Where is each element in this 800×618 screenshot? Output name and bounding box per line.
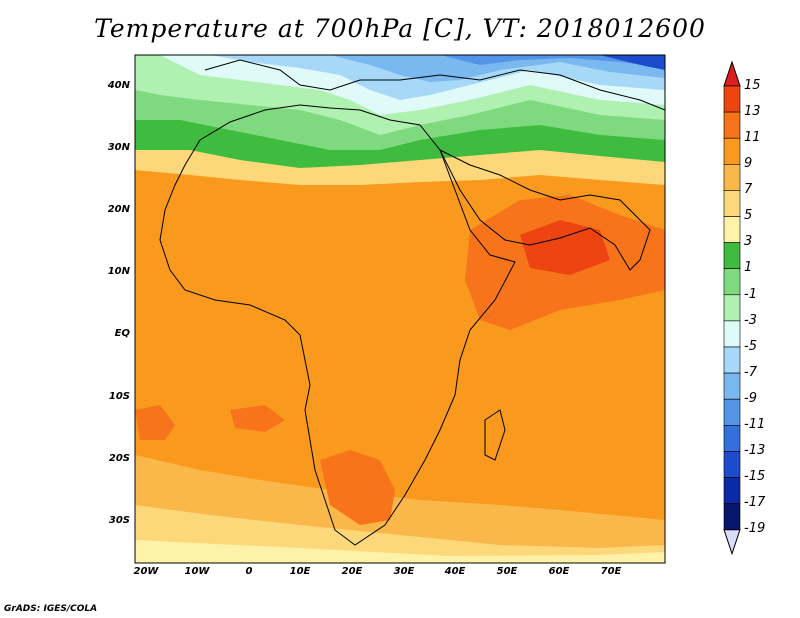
lon-tick-10e: 10E [289, 566, 311, 577]
colorbar-label-m15: -15 [744, 469, 766, 484]
field-band-north-m11 [440, 55, 665, 68]
europe-asia-coast [204, 59, 665, 111]
colorbar-segment [723, 242, 741, 270]
madagascar-outline [484, 409, 506, 461]
colorbar-arrow-bottom [723, 529, 741, 556]
lon-tick-40e: 40E [444, 566, 466, 577]
colorbar-label-9: 9 [744, 156, 753, 171]
footer-credit: GrADS: IGES/COLA [4, 604, 98, 614]
arabia-outline [438, 148, 651, 271]
colorbar-segment [723, 424, 741, 452]
lon-tick-20w: 20W [133, 566, 159, 577]
colorbar-label-m19: -19 [744, 521, 766, 536]
colorbar-label-m3: -3 [744, 313, 757, 328]
lon-tick-70e: 70E [600, 566, 622, 577]
colorbar-segment [723, 503, 741, 531]
coastlines [159, 59, 665, 546]
colorbar-label-m7: -7 [744, 365, 757, 380]
colorbar-label-5: 5 [744, 208, 753, 223]
field-patch-angola [230, 405, 285, 432]
colorbar-label-m13: -13 [744, 443, 766, 458]
colorbar-segment [723, 451, 741, 478]
field-patch-arabian-sea-core [520, 220, 610, 275]
map-frame [134, 54, 666, 564]
colorbar-label-7: 7 [744, 182, 753, 197]
lon-tick-30e: 30E [393, 566, 415, 577]
colorbar-segment [723, 477, 741, 504]
colorbar-segment [723, 164, 741, 191]
colorbar-segment [723, 372, 741, 400]
colorbar-segment [723, 216, 741, 243]
colorbar-label-m1: -1 [744, 287, 757, 302]
colorbar-arrow-top [723, 60, 741, 87]
colorbar-label-m17: -17 [744, 495, 766, 510]
colorbar-segment [723, 346, 741, 374]
lon-tick-50e: 50E [496, 566, 518, 577]
lat-tick-10s: 10S [108, 391, 130, 402]
field-band-south-3 [135, 540, 665, 563]
colorbar-label-3: 3 [744, 234, 753, 249]
temperature-field [135, 55, 665, 563]
lat-tick-20n: 20N [107, 204, 130, 215]
colorbar-segment [723, 85, 741, 113]
colorbar-label-1: 1 [744, 260, 753, 275]
colorbar-segment [723, 398, 741, 426]
colorbar-segment [723, 190, 741, 217]
lat-tick-20s: 20S [108, 453, 130, 464]
colorbar-label-m9: -9 [744, 391, 757, 406]
colorbar-segment [723, 111, 741, 139]
colorbar-segment [723, 268, 741, 296]
colorbar-segment [723, 137, 741, 165]
colorbar-label-11: 11 [744, 130, 761, 145]
colorbar-label-m11: -11 [744, 417, 766, 432]
lat-tick-40n: 40N [107, 80, 130, 91]
lat-tick-30s: 30S [108, 515, 130, 526]
field-patch-southern-africa [320, 450, 395, 525]
lon-tick-0: 0 [245, 566, 253, 577]
colorbar-segment [723, 294, 741, 322]
lat-tick-30n: 30N [107, 142, 130, 153]
africa-outline [159, 104, 516, 546]
field-patch-atlantic [135, 405, 175, 440]
field-band-north-m9 [330, 55, 665, 82]
lon-tick-60e: 60E [548, 566, 570, 577]
lat-tick-10n: 10N [107, 266, 130, 277]
lat-tick-eq: EQ [114, 328, 130, 339]
colorbar-label-m5: -5 [744, 339, 757, 354]
colorbar-segment [723, 320, 741, 348]
field-band-north-m15 [600, 55, 665, 70]
colorbar-label-15: 15 [744, 78, 761, 93]
lon-tick-20e: 20E [341, 566, 363, 577]
chart-title: Temperature at 700hPa [C], VT: 201801260… [94, 14, 706, 43]
lon-tick-10w: 10W [184, 566, 210, 577]
colorbar [723, 60, 741, 556]
colorbar-label-13: 13 [744, 104, 761, 119]
